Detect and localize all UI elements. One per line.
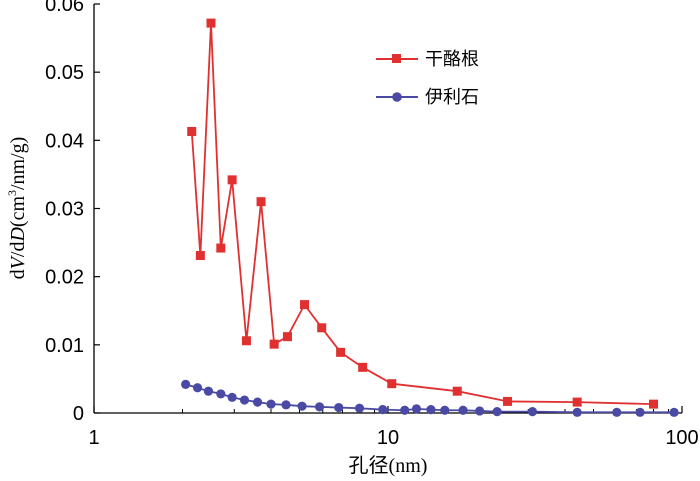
y-tick-label: 0.02 [45, 267, 84, 289]
data-point [336, 347, 346, 357]
data-point [203, 386, 214, 396]
data-point [503, 396, 513, 406]
legend: 干酪根 伊利石 [376, 49, 479, 108]
data-point [452, 386, 462, 396]
data-point [266, 399, 276, 409]
data-point [411, 404, 422, 414]
legend-item-illite: 伊利石 [376, 87, 479, 108]
y-tick-label: 0 [73, 403, 84, 425]
data-point [492, 407, 502, 417]
legend-item-kerogen: 干酪根 [376, 49, 479, 70]
axes [93, 4, 682, 414]
y-tick-label: 0.06 [45, 0, 84, 16]
data-point [426, 404, 436, 415]
data-point [300, 300, 310, 310]
data-point [282, 332, 292, 342]
y-tick-label: 0.03 [45, 199, 84, 221]
legend-marker-kerogen [392, 54, 401, 63]
data-point [400, 405, 410, 415]
data-point [206, 18, 216, 28]
legend-marker-illite [392, 92, 402, 102]
series-line [190, 23, 654, 406]
data-point [475, 406, 485, 416]
axis-tick-labels: 0 0.01 0.02 0.03 0.04 0.05 0.06 1 10 100 [45, 0, 699, 449]
series-layer [181, 18, 679, 417]
data-point [572, 407, 582, 417]
data-point [314, 402, 325, 412]
data-point [458, 405, 468, 415]
data-point [649, 399, 659, 409]
legend-label-kerogen: 干酪根 [425, 49, 479, 70]
series-illite [181, 379, 679, 417]
series-kerogen [187, 18, 659, 409]
data-point [669, 407, 679, 417]
y-tick-label: 0.04 [45, 130, 84, 152]
data-point [216, 389, 226, 399]
y-tick-label: 0.05 [45, 62, 84, 84]
data-point [181, 379, 191, 389]
data-point [269, 339, 279, 349]
data-point [572, 397, 582, 407]
data-point [256, 197, 266, 207]
data-point [612, 407, 622, 417]
y-tick-label: 0.01 [45, 335, 84, 357]
data-point [195, 251, 205, 261]
data-point [440, 405, 450, 415]
y-axis-title: dV/dD(cm3/nm/g) [5, 137, 29, 280]
data-point [354, 403, 365, 413]
data-point [387, 379, 397, 389]
data-point [239, 395, 250, 405]
data-point [192, 383, 203, 393]
x-tick-label: 1 [88, 427, 99, 449]
data-point [334, 402, 344, 413]
data-point [241, 336, 251, 346]
data-point [297, 401, 307, 411]
x-tick-label: 10 [377, 427, 399, 449]
axis-ticks [93, 3, 683, 414]
legend-label-illite: 伊利石 [425, 87, 479, 108]
data-point [227, 392, 237, 402]
data-point [216, 243, 226, 253]
data-point [281, 400, 291, 410]
data-point [527, 407, 538, 417]
data-point [317, 323, 327, 333]
x-tick-label: 100 [665, 427, 698, 449]
data-point [635, 407, 645, 417]
data-point [358, 362, 368, 372]
x-axis-title: 孔径(nm) [349, 454, 428, 477]
data-point [252, 397, 263, 407]
data-point [227, 175, 237, 185]
data-point [378, 404, 388, 415]
data-point [187, 126, 197, 136]
